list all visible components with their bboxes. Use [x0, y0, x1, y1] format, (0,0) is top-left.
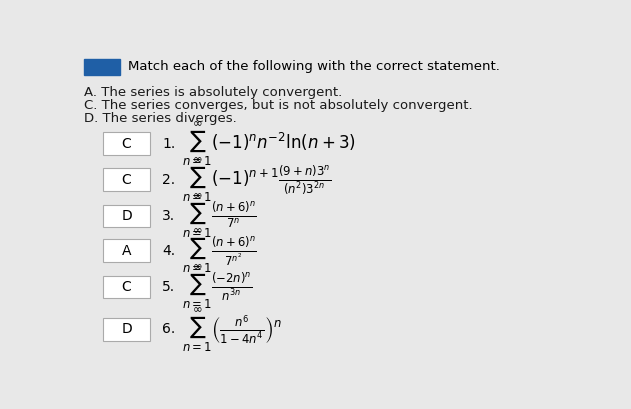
FancyBboxPatch shape	[103, 204, 150, 227]
Text: C: C	[122, 137, 131, 151]
Text: D. The series diverges.: D. The series diverges.	[84, 112, 237, 126]
Text: $\sum_{n=1}^{\infty}\frac{(n+6)^n}{7^n}$: $\sum_{n=1}^{\infty}\frac{(n+6)^n}{7^n}$	[182, 192, 256, 240]
FancyBboxPatch shape	[84, 58, 121, 75]
Text: C: C	[122, 280, 131, 294]
Text: $\sum_{n=1}^{\infty}(-1)^{n+1}\frac{(9+n)3^n}{(n^2)3^{2n}}$: $\sum_{n=1}^{\infty}(-1)^{n+1}\frac{(9+n…	[182, 155, 331, 204]
Text: Match each of the following with the correct statement.: Match each of the following with the cor…	[127, 60, 500, 73]
Text: 4.: 4.	[162, 244, 175, 258]
Text: $\sum_{n=1}^{\infty}\frac{(-2n)^n}{n^{3n}}$: $\sum_{n=1}^{\infty}\frac{(-2n)^n}{n^{3n…	[182, 263, 252, 311]
FancyBboxPatch shape	[103, 169, 150, 191]
Text: 3.: 3.	[162, 209, 175, 223]
Text: D: D	[121, 322, 132, 336]
Text: 6.: 6.	[162, 322, 175, 336]
Text: A. The series is absolutely convergent.: A. The series is absolutely convergent.	[84, 86, 342, 99]
Text: 5.: 5.	[162, 280, 175, 294]
FancyBboxPatch shape	[103, 318, 150, 341]
Text: A: A	[122, 244, 131, 258]
Text: $\sum_{n=1}^{\infty}\left(\frac{n^6}{1-4n^4}\right)^n$: $\sum_{n=1}^{\infty}\left(\frac{n^6}{1-4…	[182, 305, 281, 354]
Text: $\sum_{n=1}^{\infty}\frac{(n+6)^n}{7^{n^2}}$: $\sum_{n=1}^{\infty}\frac{(n+6)^n}{7^{n^…	[182, 226, 256, 275]
Text: C: C	[122, 173, 131, 187]
Text: C. The series converges, but is not absolutely convergent.: C. The series converges, but is not abso…	[84, 99, 473, 112]
Text: 1.: 1.	[162, 137, 175, 151]
FancyBboxPatch shape	[103, 276, 150, 298]
FancyBboxPatch shape	[103, 239, 150, 262]
Text: D: D	[121, 209, 132, 223]
Text: 2.: 2.	[162, 173, 175, 187]
Text: $\sum_{n=1}^{\infty}(-1)^n n^{-2}\ln(n+3)$: $\sum_{n=1}^{\infty}(-1)^n n^{-2}\ln(n+3…	[182, 119, 355, 168]
FancyBboxPatch shape	[103, 132, 150, 155]
